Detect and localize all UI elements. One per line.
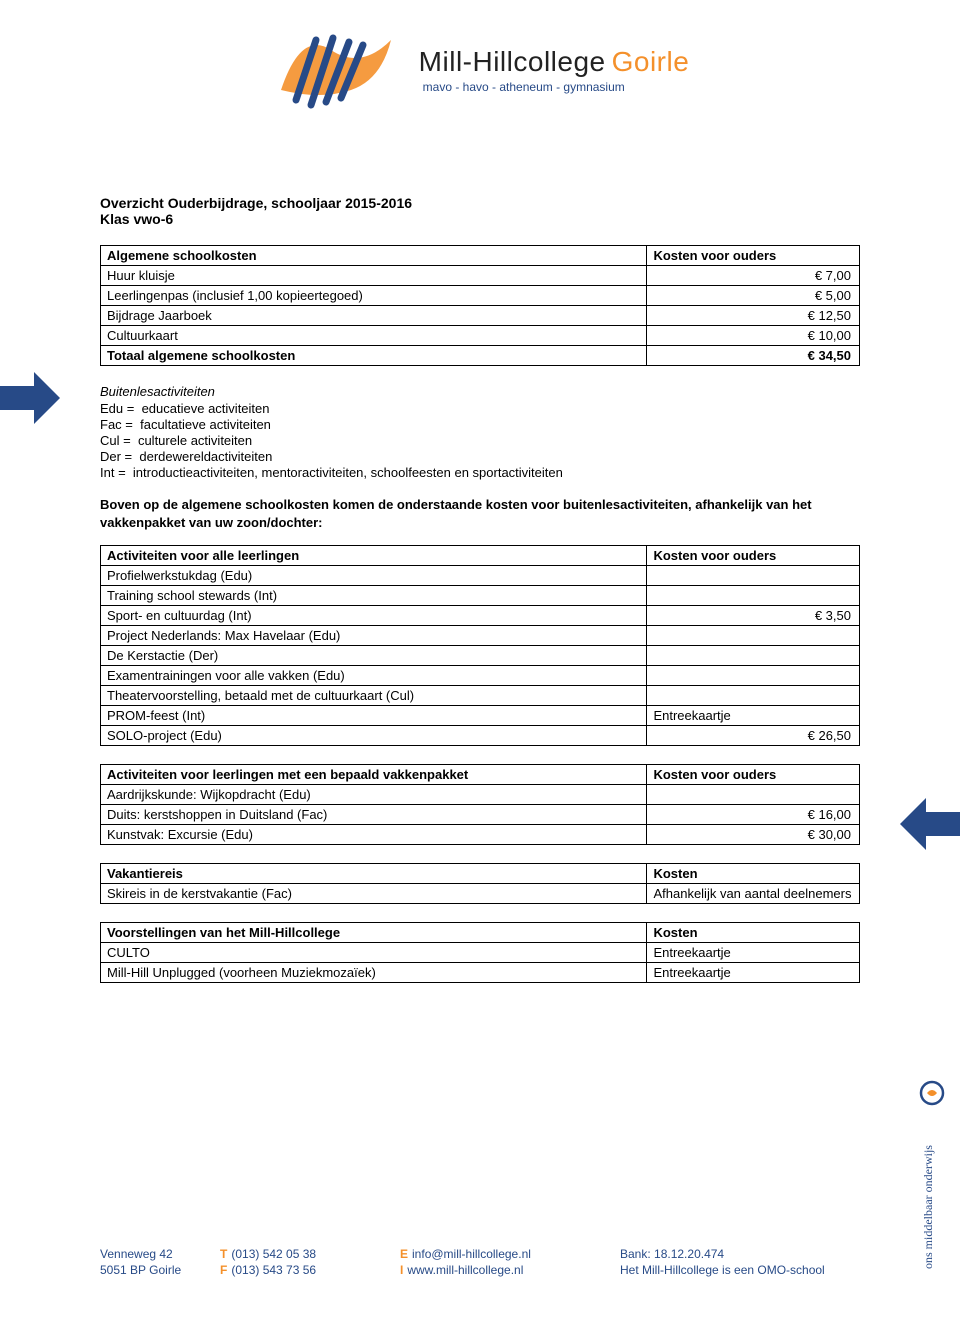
table-row: De Kerstactie (Der)	[101, 646, 860, 666]
table5-header-left: Voorstellingen van het Mill-Hillcollege	[101, 923, 647, 943]
table-voorstellingen: Voorstellingen van het Mill-Hillcollege …	[100, 922, 860, 983]
footer-address1: Venneweg 42	[100, 1247, 220, 1261]
legend-item: Cul = culturele activiteiten	[100, 433, 860, 448]
svg-text:ons middelbaar onderwijs: ons middelbaar onderwijs	[921, 1145, 935, 1269]
legend-item: Int = introductieactiviteiten, mentoract…	[100, 465, 860, 480]
table-row: SOLO-project (Edu)€ 26,50	[101, 726, 860, 746]
table-row-total: Totaal algemene schoolkosten€ 34,50	[101, 346, 860, 366]
table-row: Skireis in de kerstvakantie (Fac)Afhanke…	[101, 884, 860, 904]
footer-omo: Het Mill-Hillcollege is een OMO-school	[620, 1263, 880, 1277]
table1-header-right: Kosten voor ouders	[647, 246, 860, 266]
footer: Venneweg 42 T (013) 542 05 38 Einfo@mill-…	[100, 1247, 880, 1279]
table-activiteiten-vakkenpakket: Activiteiten voor leerlingen met een bep…	[100, 764, 860, 845]
table-row: Examentrainingen voor alle vakken (Edu)	[101, 666, 860, 686]
table-row: Huur kluisje€ 7,00	[101, 266, 860, 286]
legend-item: Der = derdewereldactiviteiten	[100, 449, 860, 464]
table1-header-left: Algemene schoolkosten	[101, 246, 647, 266]
table5-header-right: Kosten	[647, 923, 860, 943]
left-arrow-decoration	[0, 372, 60, 424]
legend-title: Buitenlesactiviteiten	[100, 384, 860, 399]
legend-item: Edu = educatieve activiteiten	[100, 401, 860, 416]
document-klas: Klas vwo-6	[100, 211, 860, 227]
table-row: Theatervoorstelling, betaald met de cult…	[101, 686, 860, 706]
legend-block: Buitenlesactiviteiten Edu = educatieve a…	[100, 384, 860, 480]
footer-fax: (013) 543 73 56	[231, 1263, 316, 1277]
table-activiteiten-alle: Activiteiten voor alle leerlingen Kosten…	[100, 545, 860, 746]
table-row: Bijdrage Jaarboek€ 12,50	[101, 306, 860, 326]
omo-side-logo: ons middelbaar onderwijs	[918, 1079, 946, 1279]
table-vakantiereis: Vakantiereis Kosten Skireis in de kerstv…	[100, 863, 860, 904]
footer-bank: 18.12.20.474	[654, 1247, 724, 1261]
table3-header-right: Kosten voor ouders	[647, 765, 860, 785]
table2-header-left: Activiteiten voor alle leerlingen	[101, 546, 647, 566]
school-subtitle: mavo - havo - atheneum - gymnasium	[423, 80, 690, 94]
school-logo-graphic	[271, 20, 401, 120]
legend-item: Fac = facultatieve activiteiten	[100, 417, 860, 432]
table-row: PROM-feest (Int)Entreekaartje	[101, 706, 860, 726]
fax-prefix: F	[220, 1263, 227, 1277]
table-row: CULTOEntreekaartje	[101, 943, 860, 963]
footer-address2: 5051 BP Goirle	[100, 1263, 220, 1277]
table-algemene-schoolkosten: Algemene schoolkosten Kosten voor ouders…	[100, 245, 860, 366]
table-row: Sport- en cultuurdag (Int)€ 3,50	[101, 606, 860, 626]
table-row: Duits: kerstshoppen in Duitsland (Fac)€ …	[101, 805, 860, 825]
table-row: Training school stewards (Int)	[101, 586, 860, 606]
school-name: Mill-Hillcollege	[419, 46, 606, 77]
footer-web: www.mill-hillcollege.nl	[407, 1263, 523, 1277]
table-row: Mill-Hill Unplugged (voorheen Muziekmoza…	[101, 963, 860, 983]
web-prefix: I	[400, 1263, 403, 1277]
table-row: Profielwerkstukdag (Edu)	[101, 566, 860, 586]
table4-header-right: Kosten	[647, 864, 860, 884]
document-content: Overzicht Ouderbijdrage, schooljaar 2015…	[100, 195, 860, 1001]
table-row: Aardrijkskunde: Wijkopdracht (Edu)	[101, 785, 860, 805]
table-row: Project Nederlands: Max Havelaar (Edu)	[101, 626, 860, 646]
email-prefix: E	[400, 1247, 408, 1261]
footer-bank-label: Bank:	[620, 1247, 651, 1261]
table-row: Cultuurkaart€ 10,00	[101, 326, 860, 346]
table3-header-left: Activiteiten voor leerlingen met een bep…	[101, 765, 647, 785]
right-arrow-decoration	[900, 798, 960, 850]
footer-email: info@mill-hillcollege.nl	[412, 1247, 531, 1261]
document-title: Overzicht Ouderbijdrage, schooljaar 2015…	[100, 195, 860, 211]
school-city: Goirle	[612, 46, 690, 77]
table4-header-left: Vakantiereis	[101, 864, 647, 884]
header: Mill-HillcollegeGoirle mavo - havo - ath…	[0, 20, 960, 120]
tel-prefix: T	[220, 1247, 227, 1261]
note-text: Boven op de algemene schoolkosten komen …	[100, 496, 860, 531]
table-row: Leerlingenpas (inclusief 1,00 kopieerteg…	[101, 286, 860, 306]
school-logo-text: Mill-HillcollegeGoirle mavo - havo - ath…	[419, 46, 690, 94]
table-row: Kunstvak: Excursie (Edu)€ 30,00	[101, 825, 860, 845]
table2-header-right: Kosten voor ouders	[647, 546, 860, 566]
footer-tel: (013) 542 05 38	[231, 1247, 316, 1261]
